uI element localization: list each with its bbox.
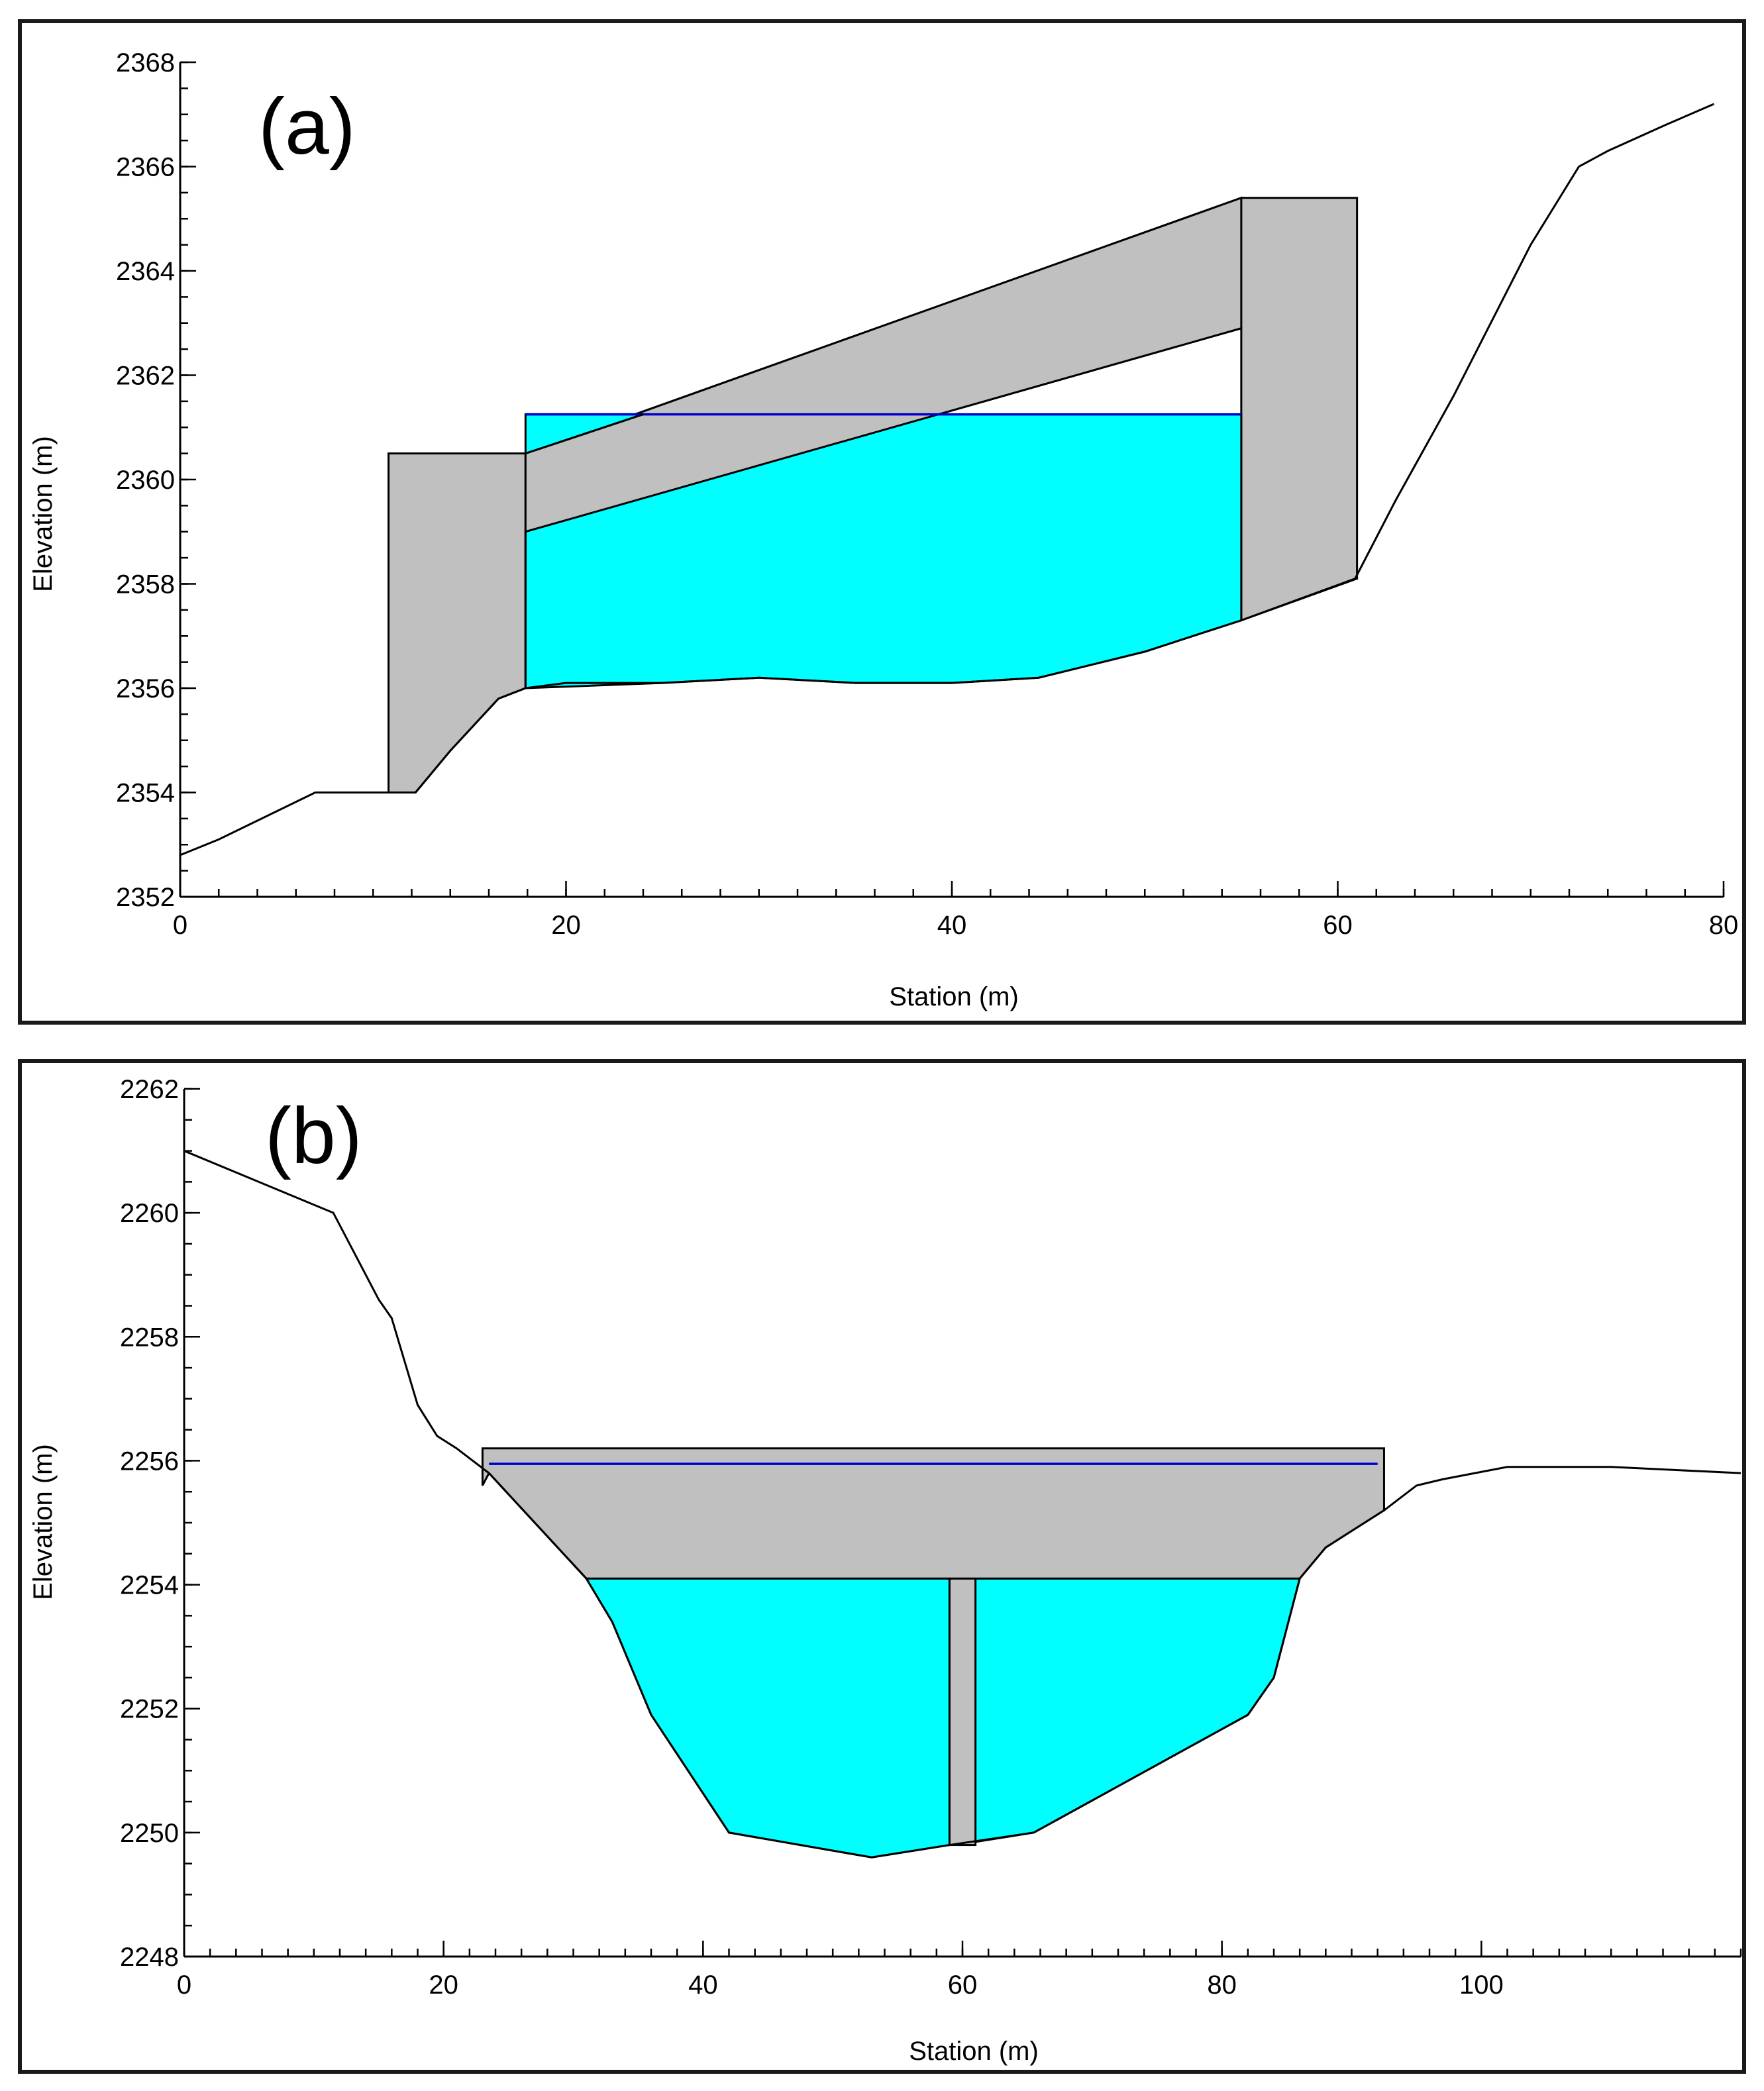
- roof-top-edge: [525, 413, 644, 455]
- panel-b: 0 20 40 60 80 100 2248 2250 2252 2254 2256 2258 2260…: [18, 1059, 1746, 2074]
- y-tick-label: 2250: [120, 1819, 179, 1848]
- x-tick-label: 0: [173, 911, 187, 940]
- panel-label: (b): [265, 1092, 362, 1180]
- ground-profile-line: [180, 103, 1715, 856]
- y-tick-label: 2358: [116, 570, 175, 599]
- y-axis-title: Elevation (m): [28, 436, 58, 592]
- x-tick-label: 20: [551, 911, 581, 940]
- x-axis-title: Station (m): [909, 2037, 1039, 2066]
- y-tick-label: 2362: [116, 362, 175, 391]
- y-tick-label: 2360: [116, 466, 175, 495]
- y-tick-label: 2258: [120, 1323, 179, 1352]
- x-axis-title: Station (m): [889, 982, 1019, 1011]
- y-tick-label: 2254: [120, 1571, 179, 1600]
- y-tick-label: 2252: [120, 1695, 179, 1724]
- y-tick-label: 2352: [116, 883, 175, 912]
- x-tick-label: 40: [688, 1970, 718, 2000]
- y-tick-label: 2356: [116, 674, 175, 703]
- y-tick-label: 2262: [120, 1075, 179, 1104]
- bridge-deck: [481, 1447, 1385, 1580]
- ground-profile-line: [183, 1150, 1741, 1859]
- y-axis-title: Elevation (m): [28, 1444, 58, 1600]
- panel-label: (a): [258, 82, 356, 171]
- x-tick-label: 0: [177, 1970, 191, 2000]
- x-tick-label: 60: [1323, 911, 1353, 940]
- panel-a: 0 20 40 60 80 2352 2354 2356 2358 2360 2362 2364 236…: [18, 19, 1746, 1025]
- y-tick-label: 2260: [120, 1199, 179, 1228]
- y-tick-label: 2256: [120, 1447, 179, 1476]
- x-tick-label: 60: [948, 1970, 978, 2000]
- bridge-pier: [948, 1577, 977, 1847]
- x-tick-label: 80: [1207, 1970, 1237, 2000]
- y-tick-label: 2366: [116, 153, 175, 182]
- x-tick-label: 20: [429, 1970, 458, 2000]
- culvert-roof: [524, 196, 1243, 533]
- y-tick-label: 2368: [116, 48, 175, 77]
- y-tick-label: 2364: [116, 257, 175, 286]
- x-tick-label: 100: [1459, 1970, 1504, 2000]
- y-tick-label: 2354: [116, 779, 175, 808]
- x-tick-label: 80: [1709, 911, 1739, 940]
- y-tick-label: 2248: [120, 1943, 179, 1972]
- x-tick-label: 40: [937, 911, 967, 940]
